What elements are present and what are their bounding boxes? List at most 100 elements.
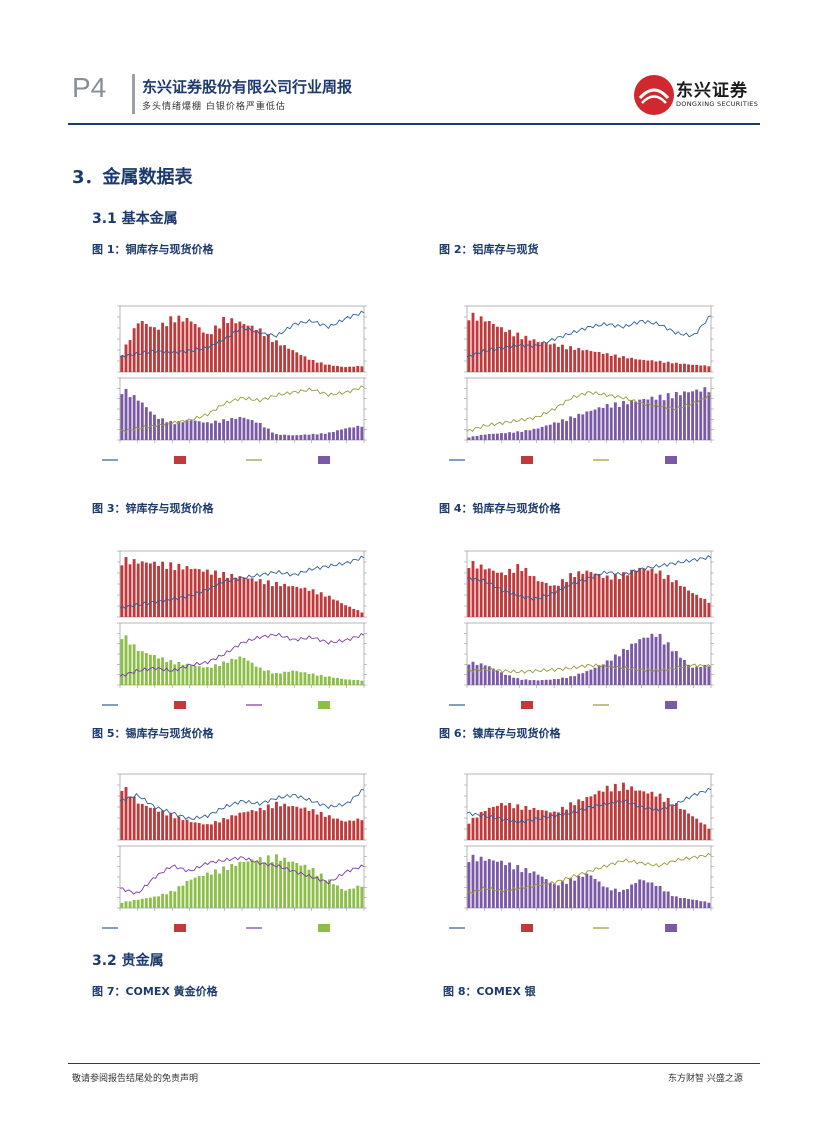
inventory-bar (209, 874, 213, 908)
inventory-bar (197, 876, 201, 908)
inventory-bar (683, 363, 686, 372)
inventory-bar (140, 898, 144, 908)
inventory-bar (234, 815, 238, 840)
inventory-bar (585, 873, 589, 908)
inventory-bar (585, 411, 589, 440)
inventory-bar (157, 329, 160, 372)
inventory-bar (520, 872, 524, 908)
inventory-bar (548, 679, 552, 685)
inventory-bar (275, 340, 278, 372)
inventory-bar (573, 576, 577, 617)
inventory-bar (336, 430, 339, 440)
inventory-bar (124, 787, 128, 840)
inventory-bar (609, 407, 613, 440)
inventory-bar (532, 807, 536, 840)
inventory-bar (678, 395, 682, 440)
inventory-bar (246, 861, 250, 908)
inventory-bar (336, 677, 339, 685)
inventory-bar (295, 862, 299, 908)
inventory-bar (222, 572, 226, 617)
inventory-bar (242, 862, 246, 908)
inventory-bar (666, 575, 670, 617)
inventory-bar (173, 818, 177, 840)
inventory-bar (270, 862, 274, 908)
inventory-bar (573, 349, 577, 372)
inventory-bar (161, 657, 165, 685)
inventory-bar (678, 585, 682, 617)
inventory-bar (695, 389, 699, 440)
inventory-bar (153, 327, 156, 372)
inventory-bar (226, 323, 230, 372)
inventory-bar (169, 660, 173, 685)
inventory-bar (666, 361, 670, 372)
inventory-bar (561, 677, 564, 685)
inventory-bar (654, 361, 658, 372)
inventory-bar (540, 876, 544, 908)
inventory-bar (565, 421, 568, 440)
inventory-bar (218, 822, 221, 840)
inventory-bar (360, 820, 364, 840)
inventory-bar (307, 590, 311, 617)
inventory-bar (303, 434, 307, 440)
chart-aluminium (441, 300, 737, 468)
inventory-bar (556, 346, 560, 372)
inventory-bar (283, 857, 287, 908)
header-rule (68, 123, 760, 125)
figure-caption-8: 图 8：COMEX 银 (443, 985, 536, 998)
inventory-bar (287, 348, 291, 372)
inventory-bar (356, 679, 360, 685)
inventory-bar (181, 321, 185, 372)
inventory-bar (193, 822, 197, 840)
inventory-bar (340, 429, 343, 440)
inventory-bar (479, 856, 483, 908)
inventory-bar (703, 365, 707, 372)
inventory-bar (124, 635, 128, 685)
inventory-bar (605, 785, 609, 840)
inventory-bar (597, 573, 601, 617)
company-title: 东兴证券股份有限公司行业周报 (142, 78, 353, 96)
inventory-bar (634, 643, 638, 685)
inventory-bar (128, 644, 132, 685)
inventory-bar (552, 811, 556, 840)
inventory-bar (552, 422, 556, 440)
inventory-bar (577, 875, 581, 908)
inventory-bar (707, 602, 711, 617)
inventory-bar (593, 351, 597, 372)
inventory-bar (254, 422, 258, 440)
inventory-bar (646, 399, 650, 440)
inventory-bar (120, 639, 124, 685)
inventory-bar (634, 359, 638, 372)
inventory-bar (327, 432, 331, 440)
inventory-bar (283, 671, 287, 685)
inventory-bar (573, 417, 577, 440)
inventory-bar (124, 901, 128, 908)
inventory-bar (189, 879, 193, 908)
inventory-bar (132, 899, 136, 908)
inventory-bar (238, 576, 242, 617)
inventory-bar (491, 433, 495, 440)
inventory-bar (491, 323, 495, 372)
inventory-bar (295, 435, 299, 440)
inventory-bar (532, 871, 536, 908)
inventory-bar (646, 882, 650, 908)
inventory-bar (266, 804, 270, 840)
inventory-bar (120, 902, 124, 908)
inventory-bar (658, 885, 662, 908)
inventory-bar (148, 807, 152, 840)
inventory-bar (299, 355, 303, 372)
inventory-bar (291, 805, 295, 840)
inventory-bar (169, 562, 173, 617)
inventory-bar (153, 896, 156, 908)
section-title-base-metals: 3.1 基本金属 (92, 211, 178, 227)
inventory-bar (266, 855, 270, 908)
inventory-bar (201, 332, 205, 372)
inventory-bar (173, 891, 177, 908)
inventory-bar (311, 673, 315, 685)
chart-copper (94, 300, 390, 468)
inventory-bar (609, 791, 613, 840)
inventory-bar (613, 783, 617, 840)
chart-panel-frame (466, 305, 712, 373)
inventory-bar (561, 419, 564, 440)
inventory-bar (520, 431, 524, 440)
inventory-bar (475, 568, 479, 617)
